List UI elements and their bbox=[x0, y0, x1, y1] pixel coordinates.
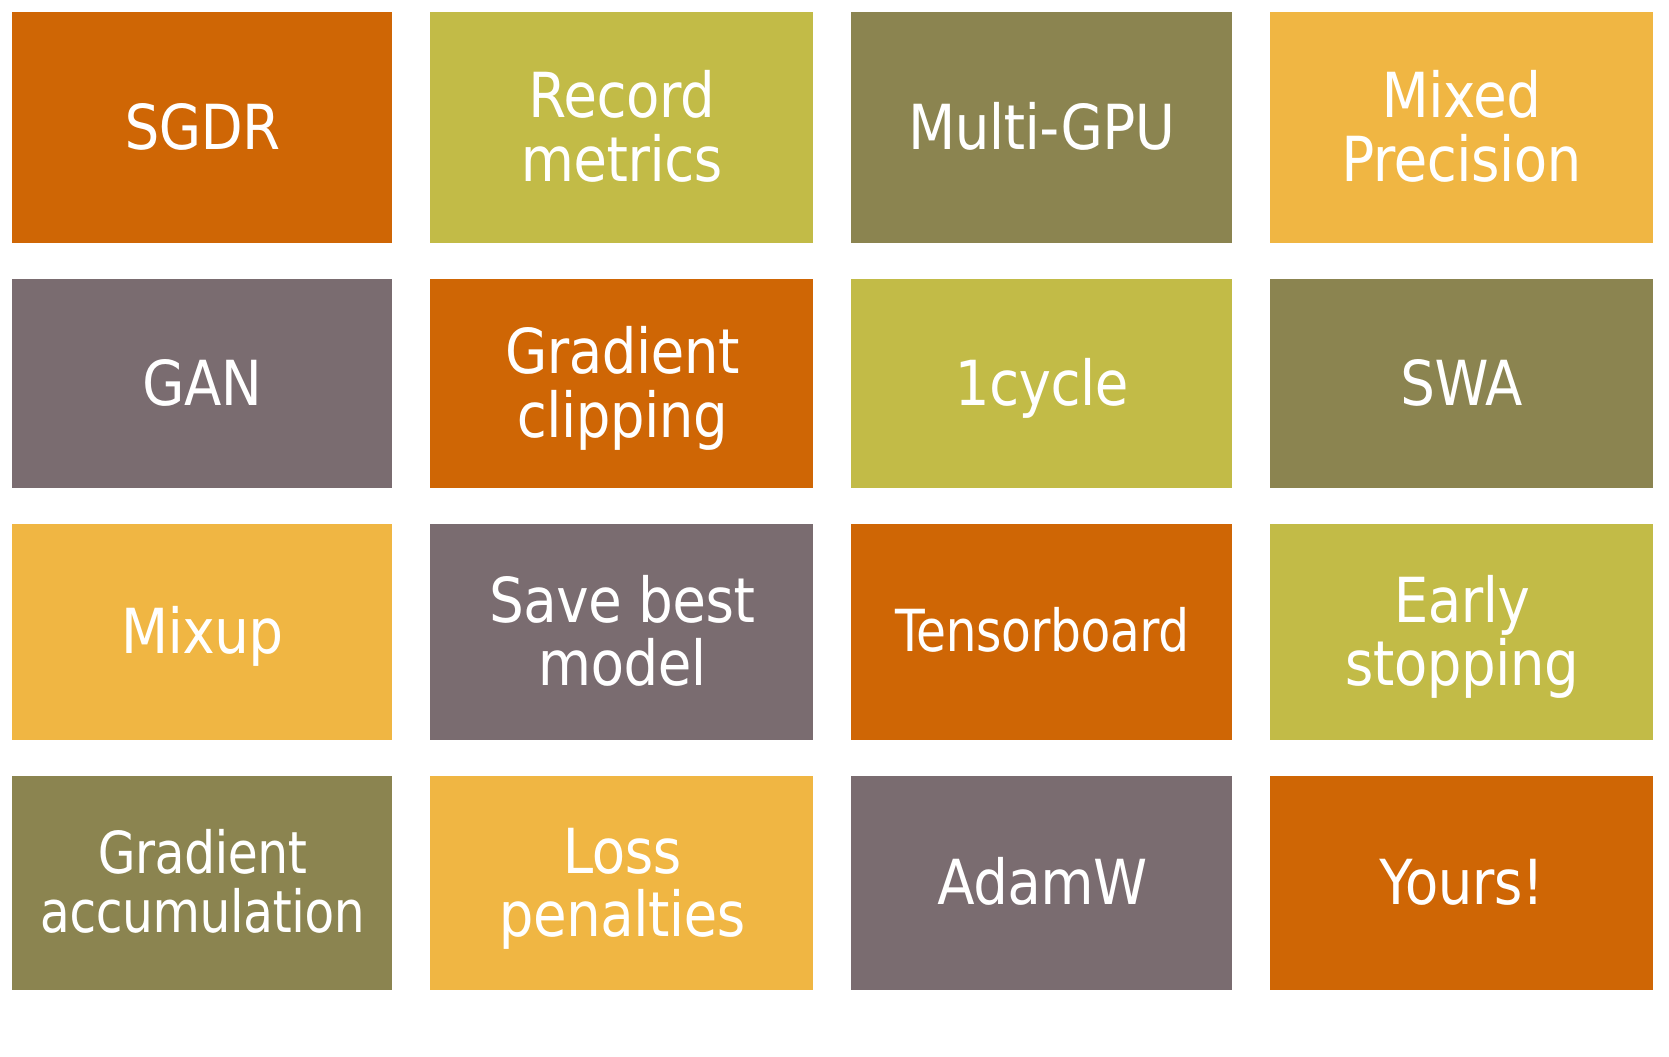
tile[interactable]: Mixed Precision bbox=[1270, 12, 1653, 243]
tile[interactable]: 1cycle bbox=[851, 279, 1232, 488]
tile-label: 1cycle bbox=[954, 346, 1129, 420]
tile[interactable]: SWA bbox=[1270, 279, 1653, 488]
tile[interactable]: Gradient accumulation bbox=[12, 776, 392, 990]
tile-label: SGDR bbox=[124, 90, 280, 164]
tile[interactable]: AdamW bbox=[851, 776, 1232, 990]
tile[interactable]: Save best model bbox=[430, 524, 813, 740]
tile-label: Save best model bbox=[488, 563, 755, 700]
tile[interactable]: Record metrics bbox=[430, 12, 813, 243]
tile[interactable]: Yours! bbox=[1270, 776, 1653, 990]
tile-label: Tensorboard bbox=[894, 597, 1189, 666]
tile-label: Mixup bbox=[121, 595, 283, 669]
tile-label: Early stopping bbox=[1344, 563, 1579, 700]
tile[interactable]: Early stopping bbox=[1270, 524, 1653, 740]
tile[interactable]: Tensorboard bbox=[851, 524, 1232, 740]
tile-label: SWA bbox=[1400, 346, 1523, 420]
tile[interactable]: GAN bbox=[12, 279, 392, 488]
tile-label: GAN bbox=[142, 346, 262, 420]
tile[interactable]: SGDR bbox=[12, 12, 392, 243]
tile-label: Gradient clipping bbox=[504, 315, 739, 452]
tile-label: Record metrics bbox=[520, 59, 723, 196]
tile-label: Gradient accumulation bbox=[39, 818, 365, 946]
tile[interactable]: Multi-GPU bbox=[851, 12, 1232, 243]
tile-label: AdamW bbox=[936, 846, 1147, 920]
tile[interactable]: Mixup bbox=[12, 524, 392, 740]
tile-label: Yours! bbox=[1379, 846, 1544, 920]
tile-label: Loss penalties bbox=[498, 814, 745, 951]
tile[interactable]: Gradient clipping bbox=[430, 279, 813, 488]
tile[interactable]: Loss penalties bbox=[430, 776, 813, 990]
tile-label: Multi-GPU bbox=[908, 90, 1175, 164]
tile-label: Mixed Precision bbox=[1341, 59, 1582, 196]
